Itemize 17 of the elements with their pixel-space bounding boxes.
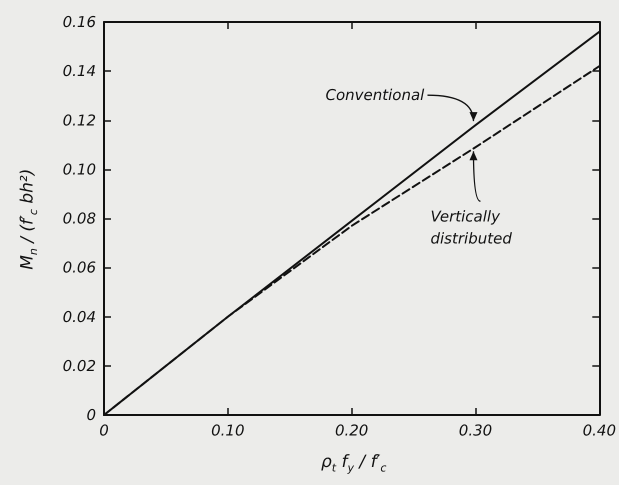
x-tick-label: 0.20 [334,422,368,440]
y-tick-label: 0.14 [62,62,96,80]
x-axis-title: ρ$_{t}$ f$_{y}$ / f′$_{c}$ [321,452,386,474]
x-tick-label: 0.40 [582,422,616,440]
y-tick-label: 0 [86,406,96,424]
y-tick-label: 0.16 [62,13,96,31]
annotation: Conventional [325,86,426,104]
annotation: Vertically distributed [430,207,512,248]
y-tick-label: 0.04 [62,308,96,326]
x-tick-label: 0 [99,422,109,440]
y-tick-label: 0.12 [62,111,96,130]
y-tick-label: 0.10 [62,160,96,178]
x-tick-label: 0.10 [211,422,245,440]
x-tick-label: 0.30 [458,422,492,440]
y-tick-label: 0.02 [62,356,96,375]
y-tick-label: 0.08 [62,210,96,228]
y-tick-label: 0.06 [62,258,96,277]
